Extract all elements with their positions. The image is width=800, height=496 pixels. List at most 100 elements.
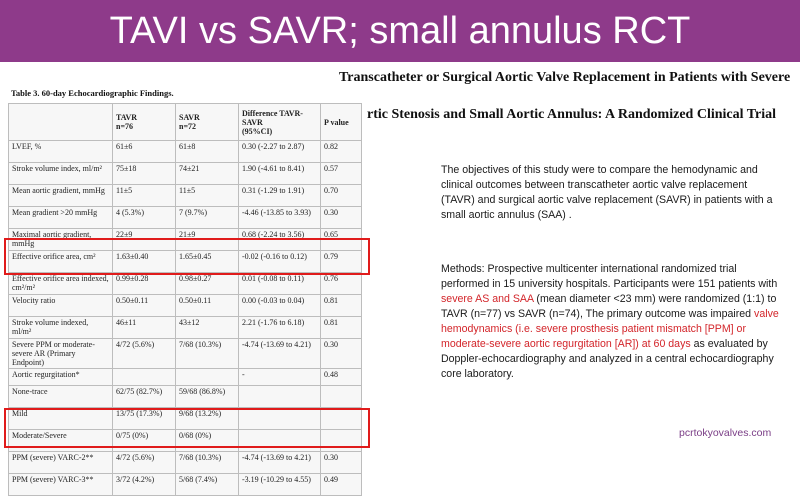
- row-label: Effective orifice area indexed, cm²/m²: [8, 272, 113, 295]
- p-value: 0.70: [320, 184, 362, 207]
- table-row: Aortic regurgitation* -0.48: [8, 368, 362, 386]
- highlight-box-orifice-area: [4, 238, 370, 275]
- table-caption: Table 3. 60-day Echocardiographic Findin…: [11, 88, 174, 98]
- savr-value: 7/68 (10.3%): [175, 338, 239, 369]
- difference-value: [238, 385, 321, 408]
- header-cell-p-value: P value: [320, 103, 362, 141]
- savr-value: 43±12: [175, 316, 239, 339]
- difference-value: -4.46 (-13.85 to 3.93): [238, 206, 321, 229]
- methods-text-3: as evaluated by Doppler-echocardiography…: [441, 338, 774, 380]
- p-value: 0.81: [320, 316, 362, 339]
- tavr-value: 13/75 (17.3%): [112, 407, 176, 430]
- row-label: PPM (severe) VARC-2**: [8, 451, 113, 474]
- slide-title: TAVI vs SAVR; small annulus RCT: [109, 10, 691, 52]
- footer-website: pcrtokyovalves.com: [679, 427, 772, 439]
- header-cell-difference: Difference TAVR- SAVR (95%CI): [238, 103, 321, 141]
- difference-value: 0.31 (-1.29 to 1.91): [238, 184, 321, 207]
- difference-value: 0.00 (-0.03 to 0.04): [238, 294, 321, 317]
- objectives-paragraph: The objectives of this study were to com…: [441, 164, 773, 221]
- table-row: Severe PPM or moderate-severe AR (Primar…: [8, 338, 362, 369]
- difference-value: 0.30 (-2.27 to 2.87): [238, 140, 321, 163]
- row-label: LVEF, %: [8, 140, 113, 163]
- p-value: [320, 385, 362, 408]
- savr-value: 7 (9.7%): [175, 206, 239, 229]
- tavr-value: 3/72 (4.2%): [112, 473, 176, 496]
- tavr-value: 46±11: [112, 316, 176, 339]
- tavr-value: 11±5: [112, 184, 176, 207]
- table-row: None-trace 62/75 (82.7%) 59/68 (86.8%): [8, 385, 362, 408]
- methods-text-2: (mean diameter <23 mm) were randomized (…: [441, 293, 777, 320]
- p-value: 0.30: [320, 338, 362, 369]
- savr-value: 11±5: [175, 184, 239, 207]
- p-value: 0.76: [320, 272, 362, 295]
- paper-title-line-1: Transcatheter or Surgical Aortic Valve R…: [339, 70, 791, 85]
- table-row: Stroke volume indexed, ml/m² 46±11 43±12 2.…: [8, 316, 362, 339]
- methods-paragraph: Methods: Prospective multicenter interna…: [441, 262, 781, 382]
- savr-value: 74±21: [175, 162, 239, 185]
- row-label: Mean gradient >20 mmHg: [8, 206, 113, 229]
- methods-text-1: Methods: Prospective multicenter interna…: [441, 263, 778, 290]
- difference-value: -4.74 (-13.69 to 4.21): [238, 451, 321, 474]
- difference-value: -3.19 (-10.29 to 4.55): [238, 473, 321, 496]
- savr-value: 0.50±0.11: [175, 294, 239, 317]
- savr-value: 5/68 (7.4%): [175, 473, 239, 496]
- difference-value: -: [238, 368, 321, 386]
- row-label: Velocity ratio: [8, 294, 113, 317]
- tavr-value: 0.99±0.28: [112, 272, 176, 295]
- table-row: Effective orifice area indexed, cm²/m² 0.…: [8, 272, 362, 295]
- table-row: Mean gradient >20 mmHg 4 (5.3%) 7 (9.7%) -4…: [8, 206, 362, 229]
- header-cell-tavr: TAVR n=76: [112, 103, 176, 141]
- highlight-box-ppm: [4, 408, 370, 448]
- difference-value: 1.90 (-4.61 to 8.41): [238, 162, 321, 185]
- row-label: Aortic regurgitation*: [8, 368, 113, 386]
- methods-emphasis-2: valve hemodynamics (i.e. severe prosthes…: [441, 308, 779, 350]
- tavr-value: 1.63±0.40: [112, 250, 176, 273]
- table-row: Mean aortic gradient, mmHg 11±5 11±5 0.31 (…: [8, 184, 362, 207]
- row-label: PPM (severe) VARC-3**: [8, 473, 113, 496]
- row-label: Severe PPM or moderate-severe AR (Primar…: [8, 338, 113, 369]
- savr-value: 61±8: [175, 140, 239, 163]
- row-label: Mean aortic gradient, mmHg: [8, 184, 113, 207]
- header-cell-savr: SAVR n=72: [175, 103, 239, 141]
- row-label: None-trace: [8, 385, 113, 408]
- row-label: Effective orifice area, cm²: [8, 250, 113, 273]
- savr-value: 0.98±0.27: [175, 272, 239, 295]
- p-value: 0.81: [320, 294, 362, 317]
- difference-value: -0.02 (-0.16 to 0.12): [238, 250, 321, 273]
- p-value: [320, 407, 362, 430]
- table-row: PPM (severe) VARC-2** 4/72 (5.6%) 7/68 (10…: [8, 451, 362, 474]
- savr-value: [175, 368, 239, 386]
- p-value: 0.30: [320, 206, 362, 229]
- table-row: Effective orifice area, cm² 1.63±0.40 1.65…: [8, 250, 362, 273]
- tavr-value: 0.50±0.11: [112, 294, 176, 317]
- table-row: Mild 13/75 (17.3%) 9/68 (13.2%): [8, 407, 362, 430]
- savr-value: 59/68 (86.8%): [175, 385, 239, 408]
- tavr-value: 75±18: [112, 162, 176, 185]
- tavr-value: [112, 368, 176, 386]
- header-cell-label: [8, 103, 113, 141]
- tavr-value: 62/75 (82.7%): [112, 385, 176, 408]
- p-value: 0.49: [320, 473, 362, 496]
- table-row: Velocity ratio 0.50±0.11 0.50±0.11 0.00 (-0…: [8, 294, 362, 317]
- tavr-value: 4/72 (5.6%): [112, 451, 176, 474]
- title-banner: TAVI vs SAVR; small annulus RCT: [0, 0, 800, 62]
- row-label: Stroke volume indexed, ml/m²: [8, 316, 113, 339]
- paper-title-line-2: rtic Stenosis and Small Aortic Annulus: …: [367, 107, 777, 122]
- tavr-value: 4 (5.3%): [112, 206, 176, 229]
- difference-value: 0.01 (-0.08 to 0.11): [238, 272, 321, 295]
- p-value: 0.30: [320, 451, 362, 474]
- p-value: 0.48: [320, 368, 362, 386]
- difference-value: 2.21 (-1.76 to 6.18): [238, 316, 321, 339]
- table-row: LVEF, % 61±6 61±8 0.30 (-2.27 to 2.87) 0.82: [8, 140, 362, 163]
- methods-emphasis-1: severe AS and SAA: [441, 293, 534, 305]
- tavr-value: 4/72 (5.6%): [112, 338, 176, 369]
- table-header-row: TAVR n=76 SAVR n=72 Difference TAVR- SAVR (9…: [8, 103, 362, 141]
- savr-value: 7/68 (10.3%): [175, 451, 239, 474]
- tavr-value: 61±6: [112, 140, 176, 163]
- table-row: PPM (severe) VARC-3** 3/72 (4.2%) 5/68 (7.…: [8, 473, 362, 496]
- table-row: Stroke volume index, ml/m² 75±18 74±21 1.90…: [8, 162, 362, 185]
- difference-value: -4.74 (-13.69 to 4.21): [238, 338, 321, 369]
- p-value: 0.82: [320, 140, 362, 163]
- row-label: Stroke volume index, ml/m²: [8, 162, 113, 185]
- p-value: 0.57: [320, 162, 362, 185]
